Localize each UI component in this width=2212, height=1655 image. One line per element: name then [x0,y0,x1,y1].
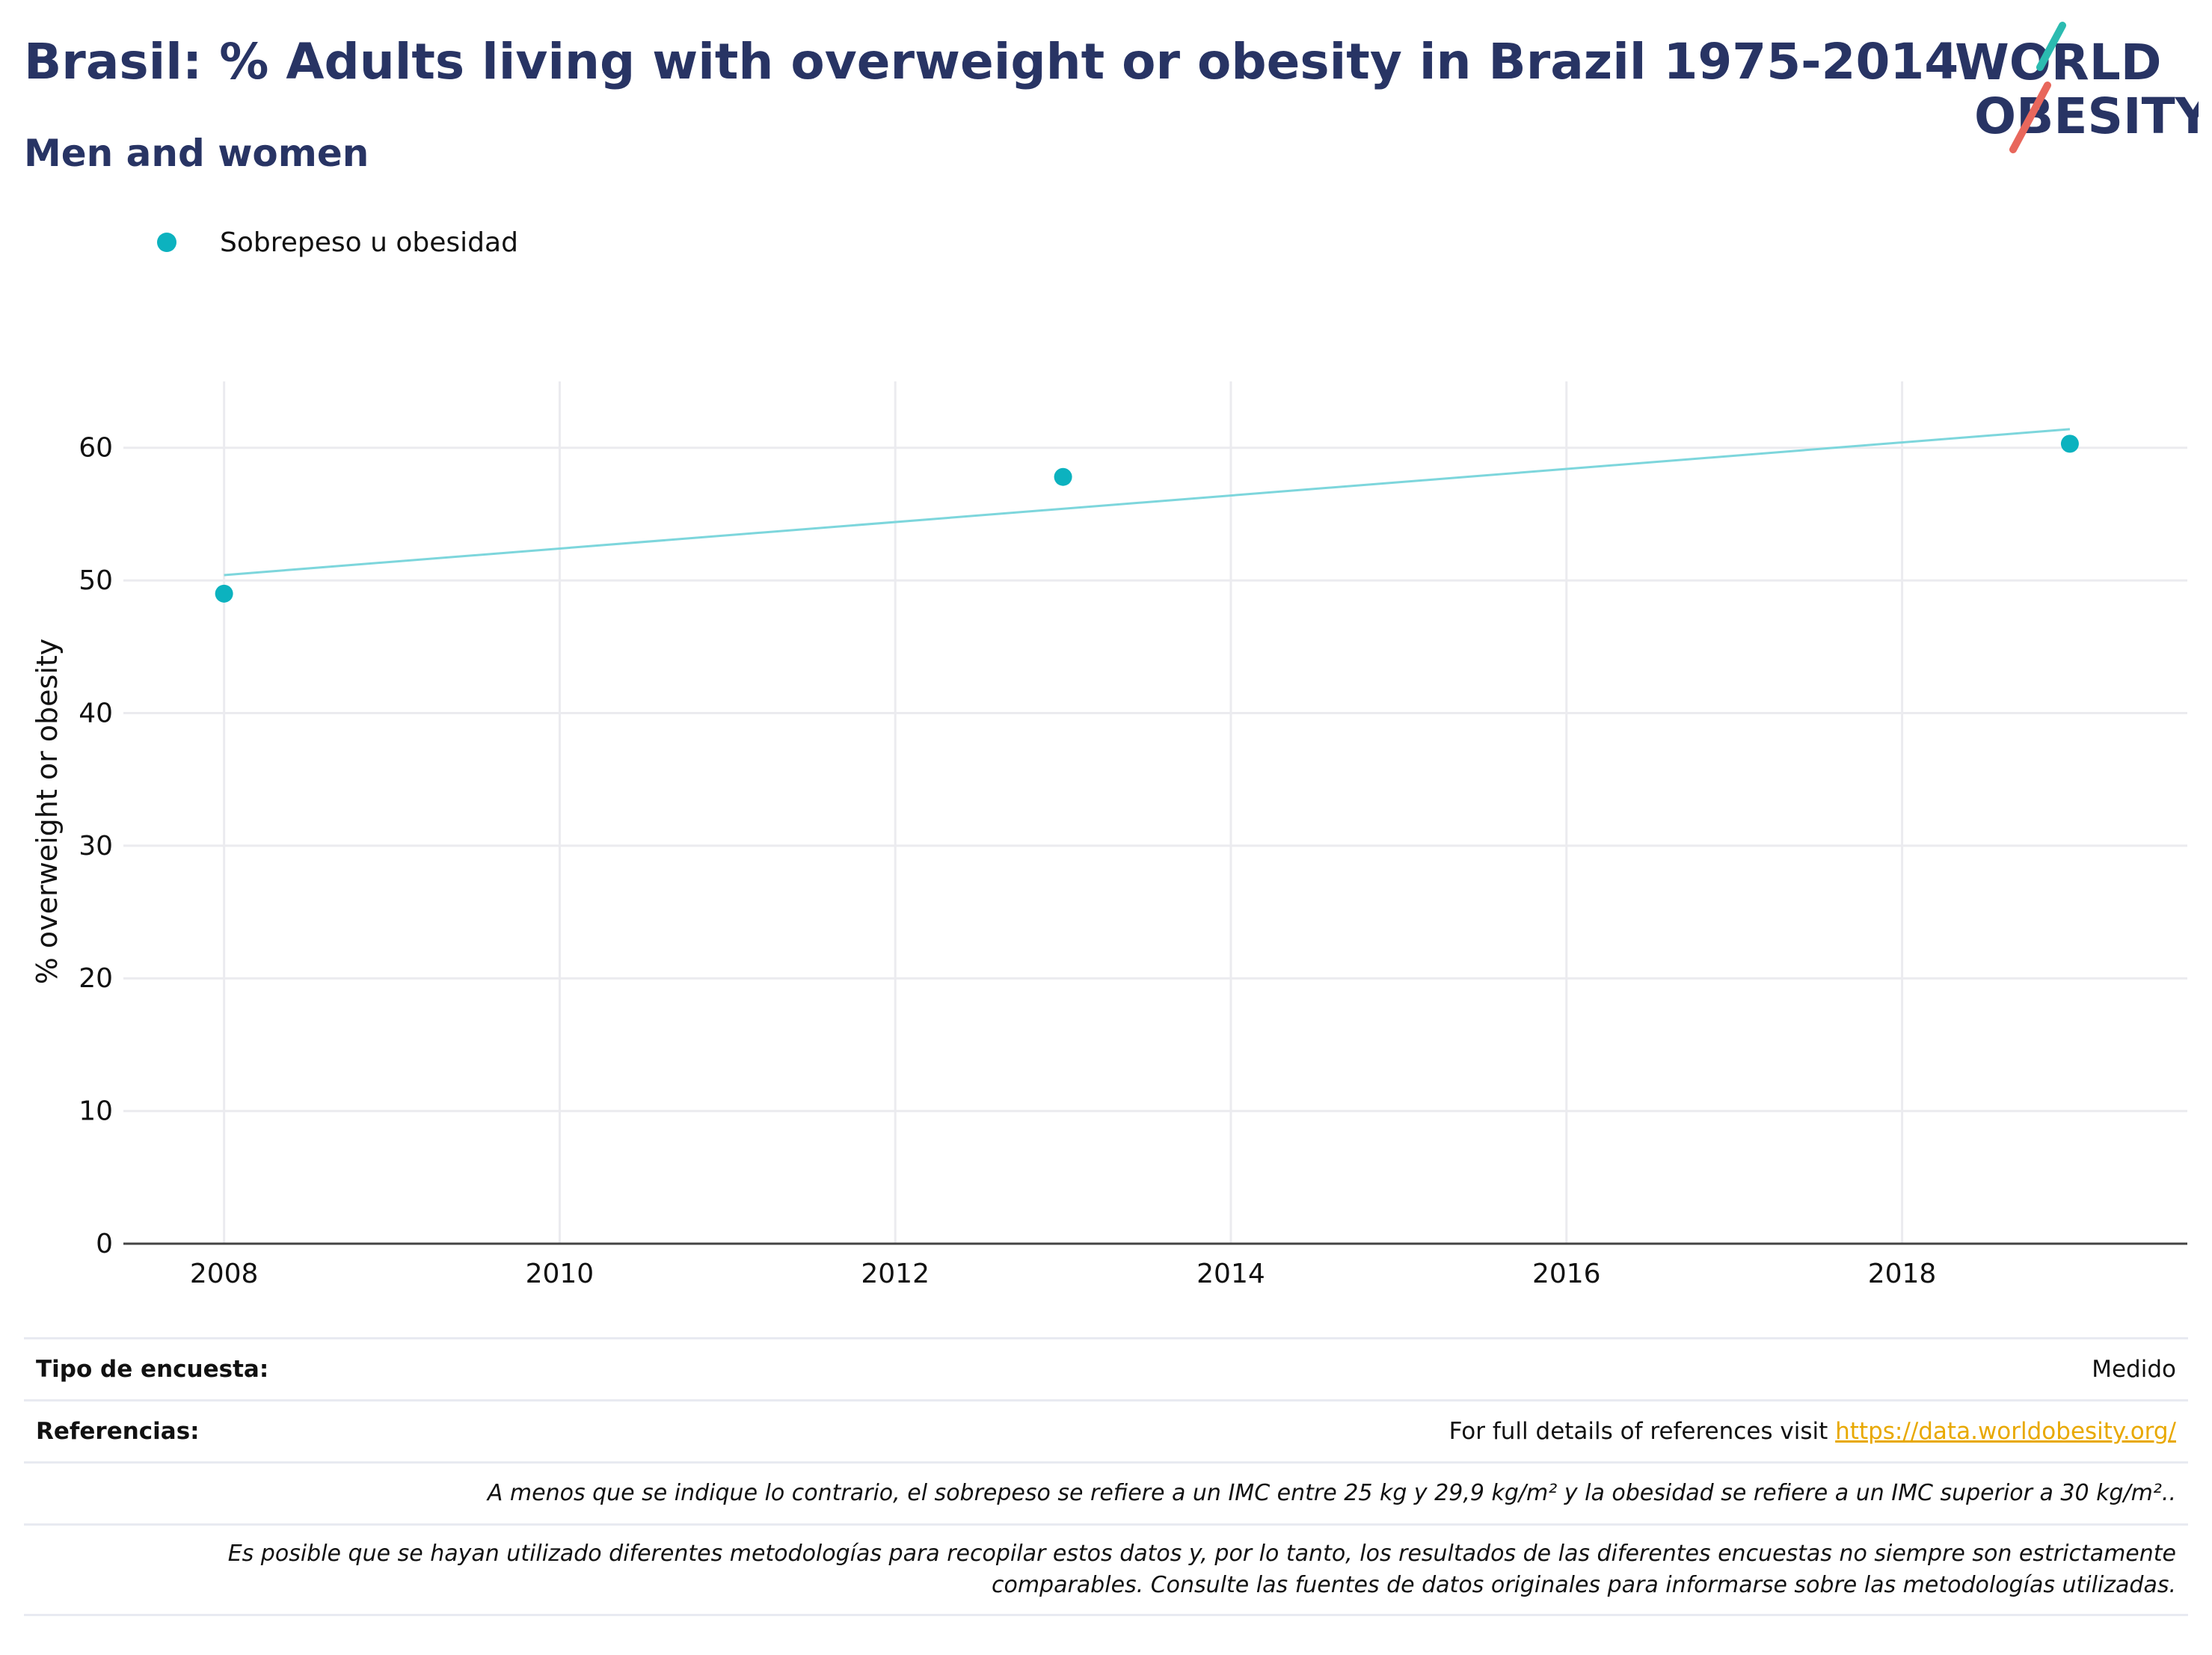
grid [123,381,2187,1244]
logo-slash-red [2009,82,2051,153]
legend-label: Sobrepeso u obesidad [220,227,518,258]
data-points [215,435,2079,603]
data-point-2008 [215,584,233,603]
chart-subtitle: Men and women [24,132,369,175]
chart-title: Brasil: % Adults living with overweight … [24,33,1959,90]
trendline [224,428,2071,577]
note-methodology-line2: comparables. Consulte las fuentes de dat… [991,1572,2176,1598]
references-label: Referencias: [36,1418,200,1445]
x-tick-label-2016: 2016 [1532,1259,1601,1289]
x-tick-label-2018: 2018 [1868,1259,1937,1289]
survey-type-label: Tipo de encuesta: [36,1356,269,1383]
note-methodology-row: Es posible que se hayan utilizado difere… [24,1523,2188,1616]
y-tick-label-60: 60 [79,433,113,464]
x-tick-label-2010: 2010 [526,1259,595,1289]
x-tick-label-2014: 2014 [1196,1259,1265,1289]
legend-marker [157,233,176,252]
note-definition: A menos que se indique lo contrario, el … [487,1480,2176,1506]
note-methodology: Es posible que se hayan utilizado difere… [36,1538,2176,1601]
y-tick-label-20: 20 [79,963,113,994]
trendline-group [224,428,2071,577]
tick-labels: 0 10 20 30 40 50 60 2008 2010 2012 2014 2016 2018 [79,433,1936,1289]
y-tick-label-50: 50 [79,565,113,596]
references-row: Referencias: For full details of referen… [24,1399,2188,1461]
y-tick-label-0: 0 [96,1229,113,1259]
data-point-2019 [2060,435,2079,453]
y-tick-label-10: 10 [79,1096,113,1127]
scatter-chart: 0 10 20 30 40 50 60 2008 2010 2012 2014 2016 2018 % … [31,381,2187,1289]
legend[interactable]: Sobrepeso u obesidad [157,223,518,262]
world-obesity-logo: WORLD OBESITY [1955,22,2199,153]
survey-type-value: Medido [2092,1356,2176,1383]
logo-text-obesity: OBESITY [1974,87,2199,145]
x-tick-label-2008: 2008 [190,1259,259,1289]
logo-text-world: WORLD [1955,34,2162,91]
references-link[interactable]: https://data.worldobesity.org/ [1835,1418,2176,1445]
y-axis-title: % overweight or obesity [31,639,64,985]
references-value: For full details of references visit htt… [1449,1418,2176,1445]
x-tick-label-2012: 2012 [861,1259,930,1289]
y-tick-label-40: 40 [79,698,113,728]
data-point-2013 [1054,467,1072,486]
survey-type-row: Tipo de encuesta: Medido [24,1337,2188,1399]
info-table: Tipo de encuesta: Medido Referencias: Fo… [24,1337,2188,1616]
note-definition-row: A menos que se indique lo contrario, el … [24,1461,2188,1523]
y-tick-label-30: 30 [79,831,113,862]
note-methodology-line1: Es posible que se hayan utilizado difere… [227,1541,2176,1567]
logo-slash-teal [2036,22,2066,71]
references-text: For full details of references visit [1448,1418,1828,1445]
